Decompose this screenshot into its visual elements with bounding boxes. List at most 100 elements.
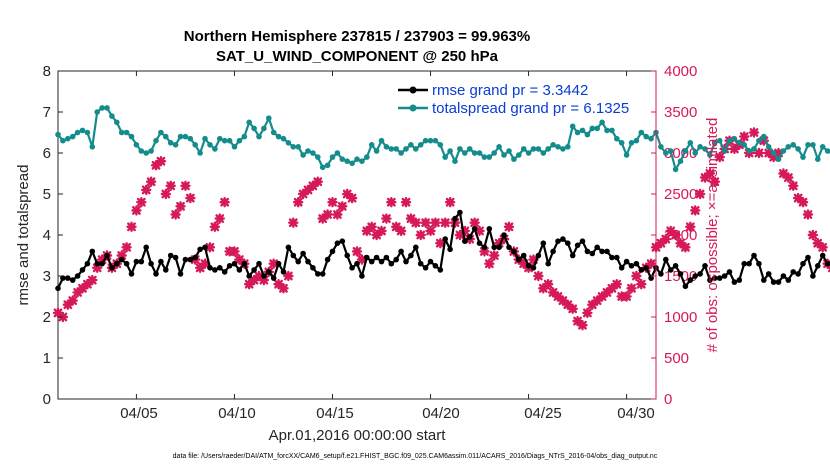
rmse-point [256,260,262,267]
x-tick-label: 04/25 [524,405,562,422]
obs-assimilated-marker [670,229,681,241]
totalspread-point [398,150,404,156]
totalspread-point [192,142,198,148]
obs-assimilated-marker [665,225,676,237]
obs-assimilated-marker [155,156,167,167]
rmse-point [437,267,444,273]
rmse-point [520,252,527,259]
totalspread-point [486,154,493,160]
rmse-series [55,209,830,292]
rmse-point [682,283,689,290]
totalspread-point [69,133,76,140]
obs-assimilated-marker [694,188,706,200]
totalspread-point [65,135,71,142]
rmse-point [452,215,458,222]
rmse-point [368,258,375,265]
chart-subtitle: SAT_U_WIND_COMPONENT @ 250 hPa [216,48,499,65]
totalspread-point [383,144,390,150]
totalspread-point [824,148,830,154]
obs-assimilated-marker [87,274,98,286]
totalspread-point [104,105,110,111]
obs-assimilated-marker [753,147,765,159]
y-axis-right-label: # of obs: o=possible; ×=assimilated [704,118,721,353]
totalspread-point [511,156,517,162]
rmse-point [177,271,184,277]
obs-assimilated-marker [180,180,191,191]
rmse-point [329,248,336,255]
rmse-point [614,254,620,261]
rmse-point [187,256,194,263]
obs-assimilated-series [52,127,830,331]
rmse-point [824,260,830,267]
obs-assimilated-marker [748,127,760,138]
totalspread-point [432,137,439,144]
obs-assimilated-marker [356,254,368,265]
totalspread-point [795,146,801,152]
rmse-point [319,271,326,277]
totalspread-point [310,150,316,156]
rmse-point [133,258,140,265]
obs-assimilated-marker [680,242,691,253]
totalspread-point [697,144,703,150]
obs-assimilated-marker [435,238,446,249]
totalspread-point [256,133,262,140]
totalspread-point [736,140,743,146]
totalspread-point [177,133,184,140]
x-tick-label: 04/05 [120,405,158,422]
rmse-point [457,209,463,216]
rmse-point [413,244,419,251]
totalspread-point [315,154,321,160]
y-right-tick-label: 500 [664,350,689,367]
rmse-point [496,244,502,251]
rmse-point [560,236,566,242]
rmse-point [128,271,135,277]
obs-assimilated-marker [469,217,480,228]
totalspread-point [496,144,502,150]
rmse-point [569,252,576,259]
totalspread-point [217,135,223,142]
rmse-point [604,248,610,255]
totalspread-point [672,166,679,173]
legend-rmse-marker [409,86,417,94]
obs-assimilated-marker [234,254,245,265]
rmse-point [712,275,718,281]
totalspread-point [638,129,645,136]
chart-title: Northern Hemisphere 237815 / 237903 = 99… [184,28,530,45]
rmse-point [736,277,743,283]
rmse-point [383,254,390,261]
rmse-point [290,252,297,259]
totalspread-point [118,129,125,136]
obs-assimilated-marker [626,283,637,294]
rmse-point [182,256,189,263]
rmse-point [648,275,654,281]
totalspread-point [785,144,792,150]
totalspread-point [643,133,649,140]
totalspread-point [251,125,257,132]
rmse-point [432,263,439,269]
y-axis-left: 0 1 2 3 4 5 6 7 8 [43,63,51,408]
rmse-point [280,269,287,275]
rmse-point [663,256,669,263]
totalspread-point [202,135,208,142]
rmse-point [687,277,694,283]
rmse-point [658,271,664,277]
obs-assimilated-marker [243,279,255,290]
totalspread-point [261,125,267,132]
obs-assimilated-marker [773,147,784,159]
obs-assimilated-marker [346,192,358,204]
rmse-point [667,267,674,273]
totalspread-point [452,158,458,164]
obs-assimilated-marker [484,258,495,269]
tick-marks [58,70,657,400]
rmse-point [741,260,747,267]
rmse-point [643,265,649,271]
y-right-tick-label: 2500 [664,186,697,203]
totalspread-point [462,150,468,156]
obs-assimilated-marker [606,283,618,294]
rmse-point [143,244,149,251]
obs-assimilated-marker [591,295,603,306]
totalspread-point [506,148,512,154]
totalspread-point [457,146,463,152]
rmse-point [114,260,120,267]
rmse-point [815,263,821,269]
